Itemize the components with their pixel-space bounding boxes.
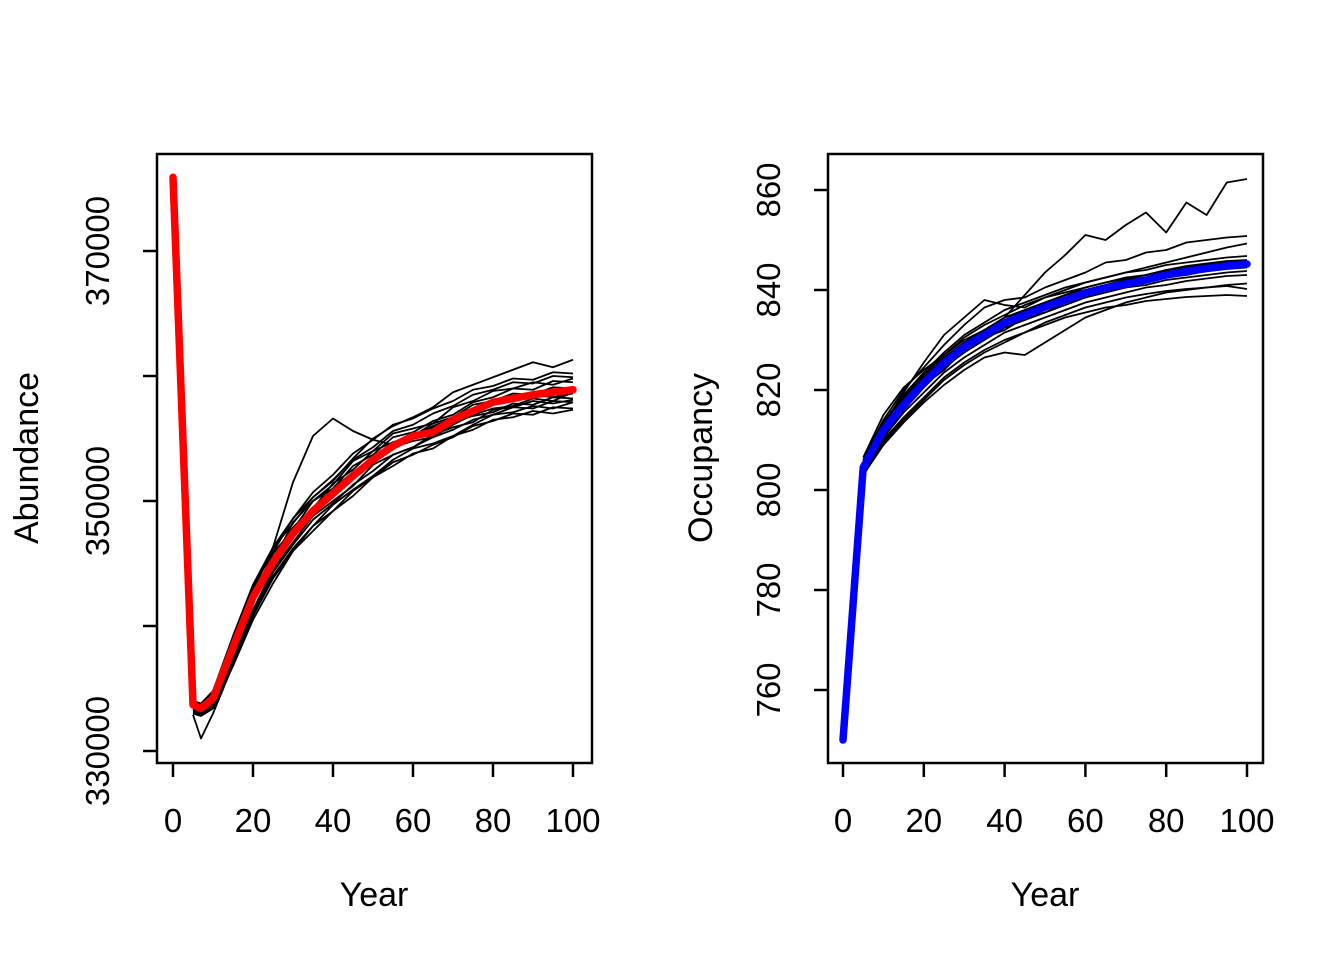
y-tick-label: 760 xyxy=(750,662,787,717)
x-tick-label: 0 xyxy=(164,802,182,839)
y-axis-title-occupancy: Occupancy xyxy=(682,373,720,543)
y-tick-label: 860 xyxy=(750,162,787,217)
simulation-trajectory-line xyxy=(192,380,574,709)
simulation-trajectory-line xyxy=(862,255,1248,466)
y-tick-label: 350000 xyxy=(79,446,116,556)
y-tick-label: 820 xyxy=(750,362,787,417)
simulation-trajectory-line xyxy=(862,260,1248,463)
y-tick-label: 840 xyxy=(750,262,787,317)
y-tick-label: 370000 xyxy=(79,196,116,306)
simulation-trajectory-line xyxy=(192,377,574,709)
x-tick-label: 20 xyxy=(235,802,272,839)
x-tick-label: 40 xyxy=(315,802,352,839)
x-tick-label: 60 xyxy=(1067,802,1104,839)
occupancy-panel: 0 20 40 60 80 100 760 780 800 820 840 860 xyxy=(750,152,1275,839)
simulation-trajectory-line xyxy=(862,235,1248,461)
x-tick-label: 60 xyxy=(395,802,432,839)
y-tick-label: 780 xyxy=(750,562,787,617)
y-tick-label: 330000 xyxy=(79,696,116,806)
simulation-trajectory-line xyxy=(192,396,574,711)
abundance-panel: 0 20 40 60 80 100 330000 350000 370000 xyxy=(79,152,601,839)
simulation-trajectory-line xyxy=(862,282,1248,476)
x-tick-label: 80 xyxy=(475,802,512,839)
simulation-trajectory-line xyxy=(862,242,1248,466)
x-tick-label: 100 xyxy=(1219,802,1274,839)
simulation-trajectory-line xyxy=(862,294,1248,473)
mean-trajectory-line xyxy=(169,173,577,713)
simulation-trajectory-line xyxy=(192,388,574,710)
simulation-trajectory-line xyxy=(192,386,574,712)
plot-box xyxy=(826,152,1265,765)
mean-trajectory-line xyxy=(839,260,1251,744)
y-axis-title-abundance: Abundance xyxy=(8,372,46,544)
x-tick-label: 0 xyxy=(834,802,852,839)
x-axis-title-right: Year xyxy=(1011,876,1080,914)
simulation-trajectory-line xyxy=(862,274,1248,473)
x-tick-label: 80 xyxy=(1148,802,1185,839)
simulation-trajectory-line xyxy=(192,408,574,717)
x-tick-label: 40 xyxy=(986,802,1023,839)
simulation-trajectory-line xyxy=(192,371,574,705)
simulation-trajectory-line xyxy=(862,259,1248,466)
x-tick-label: 100 xyxy=(545,802,600,839)
x-tick-label: 20 xyxy=(905,802,942,839)
simulation-trajectory-line xyxy=(862,285,1248,476)
simulation-trajectory-line xyxy=(192,375,574,707)
x-axis-title-left: Year xyxy=(340,876,409,914)
simulation-trajectory-line xyxy=(192,400,574,715)
y-tick-label: 800 xyxy=(750,462,787,517)
plot-box xyxy=(155,152,594,765)
